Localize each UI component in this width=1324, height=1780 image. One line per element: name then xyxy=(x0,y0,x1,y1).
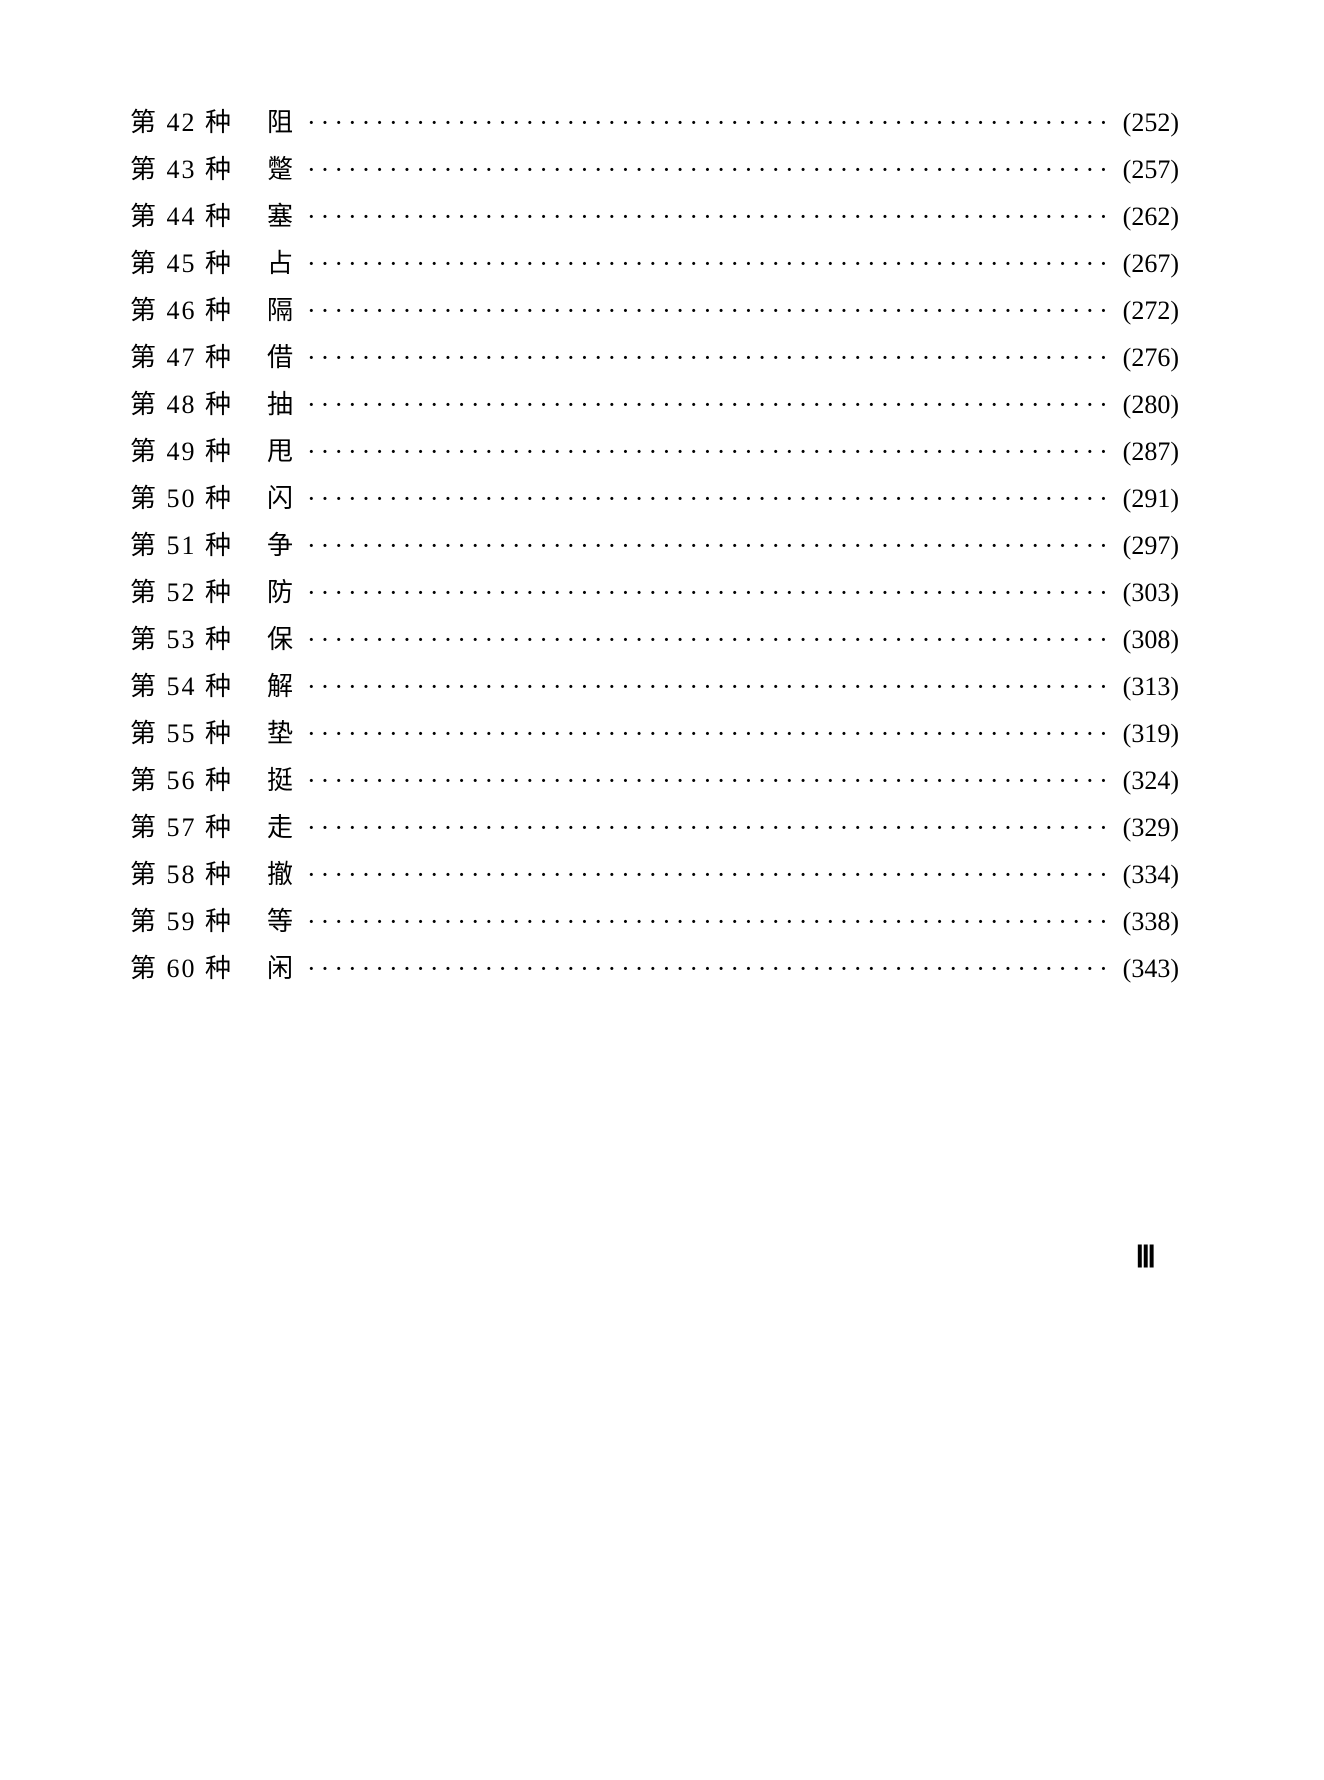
dot-leader xyxy=(307,345,1113,371)
entry-page: (252) xyxy=(1123,110,1179,136)
toc-row: 第 57 种走 (329) xyxy=(130,815,1179,841)
entry-page: (334) xyxy=(1123,862,1179,888)
entry-page: (324) xyxy=(1123,768,1179,794)
toc-row: 第 59 种等 (338) xyxy=(130,909,1179,935)
entry-page: (262) xyxy=(1123,204,1179,230)
entry-keyword: 撤 xyxy=(267,862,297,888)
toc-row: 第 54 种解 (313) xyxy=(130,674,1179,700)
dot-leader xyxy=(307,768,1113,794)
entry-keyword: 等 xyxy=(267,909,297,935)
entry-keyword: 闲 xyxy=(267,956,297,982)
dot-leader xyxy=(307,298,1113,324)
toc-list: 第 42 种阻 (252) 第 43 种蹩 (257) 第 44 种塞 (262) 第 45… xyxy=(130,110,1179,982)
entry-ordinal: 第 52 种 xyxy=(130,580,255,606)
entry-keyword: 闪 xyxy=(267,486,297,512)
toc-row: 第 53 种保 (308) xyxy=(130,627,1179,653)
entry-ordinal: 第 58 种 xyxy=(130,862,255,888)
entry-ordinal: 第 53 种 xyxy=(130,627,255,653)
entry-ordinal: 第 59 种 xyxy=(130,909,255,935)
dot-leader xyxy=(307,110,1113,136)
toc-row: 第 46 种隔 (272) xyxy=(130,298,1179,324)
entry-keyword: 保 xyxy=(267,627,297,653)
entry-ordinal: 第 45 种 xyxy=(130,251,255,277)
entry-ordinal: 第 47 种 xyxy=(130,345,255,371)
toc-row: 第 43 种蹩 (257) xyxy=(130,157,1179,183)
toc-row: 第 60 种闲 (343) xyxy=(130,956,1179,982)
toc-row: 第 48 种抽 (280) xyxy=(130,392,1179,418)
entry-keyword: 解 xyxy=(267,674,297,700)
entry-keyword: 挺 xyxy=(267,768,297,794)
entry-keyword: 抽 xyxy=(267,392,297,418)
entry-keyword: 隔 xyxy=(267,298,297,324)
entry-keyword: 甩 xyxy=(267,439,297,465)
dot-leader xyxy=(307,909,1113,935)
dot-leader xyxy=(307,674,1113,700)
dot-leader xyxy=(307,862,1113,888)
entry-ordinal: 第 43 种 xyxy=(130,157,255,183)
entry-keyword: 阻 xyxy=(267,110,297,136)
dot-leader xyxy=(307,815,1113,841)
toc-row: 第 42 种阻 (252) xyxy=(130,110,1179,136)
dot-leader xyxy=(307,439,1113,465)
toc-row: 第 49 种甩 (287) xyxy=(130,439,1179,465)
entry-page: (319) xyxy=(1123,721,1179,747)
toc-row: 第 52 种防 (303) xyxy=(130,580,1179,606)
entry-page: (303) xyxy=(1123,580,1179,606)
entry-keyword: 争 xyxy=(267,533,297,559)
entry-ordinal: 第 57 种 xyxy=(130,815,255,841)
entry-page: (343) xyxy=(1123,956,1179,982)
dot-leader xyxy=(307,580,1113,606)
entry-page: (276) xyxy=(1123,345,1179,371)
entry-page: (297) xyxy=(1123,533,1179,559)
entry-keyword: 走 xyxy=(267,815,297,841)
entry-ordinal: 第 55 种 xyxy=(130,721,255,747)
toc-row: 第 58 种撤 (334) xyxy=(130,862,1179,888)
entry-page: (280) xyxy=(1123,392,1179,418)
entry-keyword: 蹩 xyxy=(267,157,297,183)
dot-leader xyxy=(307,157,1113,183)
toc-row: 第 56 种挺 (324) xyxy=(130,768,1179,794)
entry-keyword: 借 xyxy=(267,345,297,371)
toc-row: 第 51 种争 (297) xyxy=(130,533,1179,559)
dot-leader xyxy=(307,721,1113,747)
page-number: Ⅲ xyxy=(1135,1240,1156,1275)
entry-page: (257) xyxy=(1123,157,1179,183)
entry-ordinal: 第 51 种 xyxy=(130,533,255,559)
entry-ordinal: 第 56 种 xyxy=(130,768,255,794)
entry-ordinal: 第 42 种 xyxy=(130,110,255,136)
entry-ordinal: 第 48 种 xyxy=(130,392,255,418)
toc-row: 第 55 种垫 (319) xyxy=(130,721,1179,747)
dot-leader xyxy=(307,627,1113,653)
toc-page: 第 42 种阻 (252) 第 43 种蹩 (257) 第 44 种塞 (262) 第 45… xyxy=(0,0,1324,982)
toc-row: 第 50 种闪 (291) xyxy=(130,486,1179,512)
entry-page: (272) xyxy=(1123,298,1179,324)
entry-keyword: 塞 xyxy=(267,204,297,230)
entry-page: (338) xyxy=(1123,909,1179,935)
entry-ordinal: 第 49 种 xyxy=(130,439,255,465)
dot-leader xyxy=(307,533,1113,559)
entry-keyword: 占 xyxy=(267,251,297,277)
entry-ordinal: 第 44 种 xyxy=(130,204,255,230)
entry-ordinal: 第 46 种 xyxy=(130,298,255,324)
entry-page: (313) xyxy=(1123,674,1179,700)
entry-page: (329) xyxy=(1123,815,1179,841)
dot-leader xyxy=(307,392,1113,418)
entry-ordinal: 第 50 种 xyxy=(130,486,255,512)
entry-keyword: 防 xyxy=(267,580,297,606)
entry-page: (291) xyxy=(1123,486,1179,512)
dot-leader xyxy=(307,204,1113,230)
dot-leader xyxy=(307,486,1113,512)
entry-page: (267) xyxy=(1123,251,1179,277)
toc-row: 第 45 种占 (267) xyxy=(130,251,1179,277)
entry-page: (287) xyxy=(1123,439,1179,465)
toc-row: 第 44 种塞 (262) xyxy=(130,204,1179,230)
entry-keyword: 垫 xyxy=(267,721,297,747)
entry-page: (308) xyxy=(1123,627,1179,653)
dot-leader xyxy=(307,251,1113,277)
toc-row: 第 47 种借 (276) xyxy=(130,345,1179,371)
entry-ordinal: 第 60 种 xyxy=(130,956,255,982)
entry-ordinal: 第 54 种 xyxy=(130,674,255,700)
dot-leader xyxy=(307,956,1113,982)
